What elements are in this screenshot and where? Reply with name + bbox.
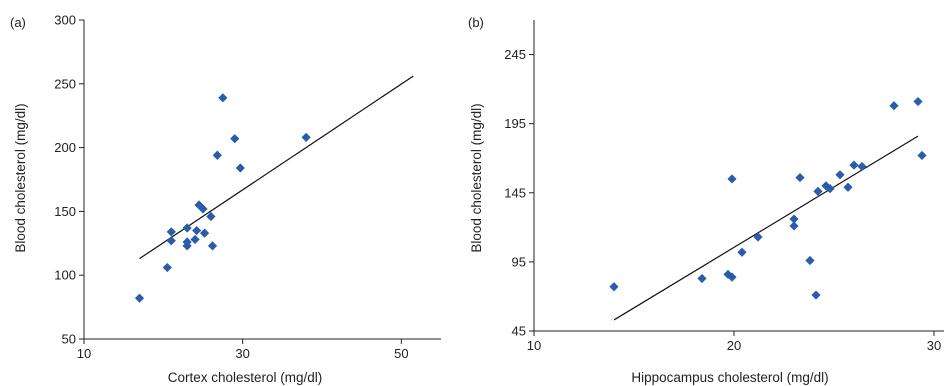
data-point-marker bbox=[697, 273, 707, 284]
data-point-marker bbox=[212, 150, 222, 160]
data-point-marker bbox=[825, 184, 835, 194]
y-tick-label: 150 bbox=[54, 204, 76, 219]
panel-a-label: (a) bbox=[10, 15, 26, 30]
y-tick-label: 95 bbox=[512, 254, 526, 269]
y-tick-label: 195 bbox=[504, 116, 526, 131]
data-point-marker bbox=[206, 211, 216, 222]
data-point-marker bbox=[753, 232, 763, 242]
x-tick-label: 30 bbox=[235, 346, 249, 361]
x-tick-label: 30 bbox=[927, 338, 941, 353]
chart-panel-b: (b) Hippocampus cholesterol (mg/dl) Bloo… bbox=[468, 15, 944, 385]
data-point-marker bbox=[199, 228, 210, 238]
data-point-marker bbox=[727, 174, 737, 184]
y-tick-label: 300 bbox=[54, 13, 76, 28]
data-point-marker bbox=[835, 170, 845, 180]
y-tick-label: 200 bbox=[54, 140, 76, 155]
y-tick-label: 100 bbox=[54, 268, 76, 283]
y-tick-label: 45 bbox=[512, 324, 526, 339]
chart-panel-a: (a) Cortex cholesterol (mg/dl) Blood cho… bbox=[10, 13, 441, 385]
data-point-marker bbox=[166, 236, 176, 246]
panel-b-label: (b) bbox=[468, 15, 484, 30]
data-point-marker bbox=[913, 96, 923, 107]
regression-line bbox=[139, 75, 414, 260]
x-tick-label: 20 bbox=[727, 338, 741, 353]
data-point-marker bbox=[805, 255, 815, 266]
data-point-marker bbox=[789, 221, 799, 231]
y-tick-label: 50 bbox=[62, 332, 76, 347]
data-point-marker bbox=[609, 282, 619, 292]
data-point-marker bbox=[198, 204, 208, 214]
data-point-marker bbox=[843, 182, 853, 192]
data-point-marker bbox=[182, 237, 192, 247]
data-point-marker bbox=[134, 293, 145, 303]
y-tick-label: 250 bbox=[54, 76, 76, 91]
y-tick-label: 245 bbox=[504, 47, 526, 62]
data-point-marker bbox=[737, 247, 747, 257]
data-point-marker bbox=[301, 132, 311, 142]
data-point-marker bbox=[813, 186, 823, 196]
data-point-marker bbox=[162, 262, 172, 273]
data-point-marker bbox=[789, 214, 799, 224]
data-point-marker bbox=[192, 225, 202, 236]
data-point-marker bbox=[857, 161, 867, 172]
panel-b-y-axis-title: Blood cholesterol (mg/dl) bbox=[469, 103, 484, 252]
x-tick-label: 50 bbox=[394, 346, 408, 361]
data-point-marker bbox=[166, 227, 176, 237]
data-point-marker bbox=[182, 223, 192, 233]
y-tick-label: 145 bbox=[504, 185, 526, 200]
regression-line bbox=[613, 135, 919, 321]
data-point-marker bbox=[235, 163, 245, 173]
data-point-marker bbox=[207, 241, 218, 251]
panel-a-x-axis-title: Cortex cholesterol (mg/dl) bbox=[168, 370, 323, 385]
data-point-marker bbox=[727, 272, 737, 282]
data-point-marker bbox=[795, 172, 805, 183]
data-point-marker bbox=[190, 234, 200, 245]
panel-b-x-axis-title: Hippocampus cholesterol (mg/dl) bbox=[631, 370, 828, 385]
data-point-marker bbox=[889, 101, 899, 111]
data-point-marker bbox=[230, 134, 240, 144]
data-point-marker bbox=[849, 160, 859, 170]
x-tick-label: 10 bbox=[77, 346, 91, 361]
panel-a-y-axis-title: Blood cholesterol (mg/dl) bbox=[13, 103, 28, 252]
data-point-marker bbox=[218, 93, 228, 103]
x-tick-label: 10 bbox=[527, 338, 541, 353]
data-point-marker bbox=[811, 290, 821, 300]
data-point-marker bbox=[723, 269, 733, 279]
data-point-marker bbox=[917, 150, 927, 161]
